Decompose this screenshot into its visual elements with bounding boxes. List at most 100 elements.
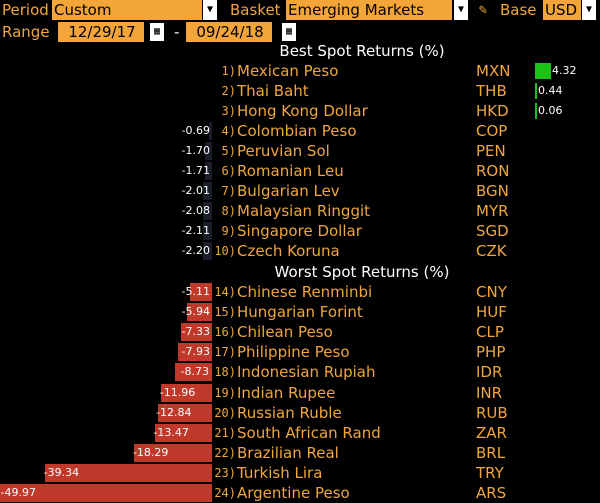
value-label: -13.47 xyxy=(153,425,189,439)
range-end-value: 09/24/18 xyxy=(196,23,264,41)
value-label: -5.11 xyxy=(181,285,210,298)
currency-code: CNY xyxy=(476,283,507,301)
chevron-down-icon[interactable]: ▼ xyxy=(582,0,596,20)
list-item-rub[interactable]: -12.84 20) Russian Ruble RUB xyxy=(0,403,600,423)
base-value: USD xyxy=(545,1,578,19)
chevron-down-icon[interactable]: ▼ xyxy=(203,0,217,20)
chevron-down-icon[interactable]: ▼ xyxy=(454,0,468,20)
rank-label: 1) xyxy=(221,64,236,78)
range-start-input[interactable]: 12/29/17 xyxy=(58,22,144,42)
range-end-input[interactable]: 09/24/18 xyxy=(186,22,272,42)
list-item-brl[interactable]: -18.29 22) Brazilian Real BRL xyxy=(0,443,600,463)
list-item-php[interactable]: -7.93 17) Philippine Peso PHP xyxy=(0,342,600,362)
bar-php xyxy=(178,343,212,362)
rank-label: 24) xyxy=(214,486,236,500)
basket-select[interactable]: Emerging Markets xyxy=(286,0,452,20)
bar-pen xyxy=(204,142,212,160)
bar-brl xyxy=(134,443,212,462)
rank-label: 21) xyxy=(214,425,236,440)
value-label: -49.97 xyxy=(0,486,36,499)
currency-name: Brazilian Real xyxy=(237,443,339,462)
currency-name: Turkish Lira xyxy=(237,463,323,482)
currency-code: RUB xyxy=(476,403,508,422)
bar-bgn xyxy=(203,182,212,200)
list-item-ron[interactable]: -1.71 6) Romanian Leu RON xyxy=(0,161,600,181)
list-item-ars[interactable]: -49.97 24) Argentine Peso ARS xyxy=(0,483,600,503)
currency-code: ZAR xyxy=(476,423,507,442)
list-item-clp[interactable]: -7.33 16) Chilean Peso CLP xyxy=(0,322,600,342)
currency-code: SGD xyxy=(476,222,509,240)
value-label: 0.44 xyxy=(538,84,563,97)
value-label: -12.84 xyxy=(156,405,192,419)
list-item-pen[interactable]: -1.70 5) Peruvian Sol PEN xyxy=(0,141,600,161)
list-item-zar[interactable]: -13.47 21) South African Rand ZAR xyxy=(0,423,600,443)
list-item-sgd[interactable]: -2.11 9) Singapore Dollar SGD xyxy=(0,221,600,241)
worst-returns-title: Worst Spot Returns (%) xyxy=(274,263,450,281)
currency-code: ARS xyxy=(476,484,507,502)
pencil-icon[interactable]: ✎ xyxy=(478,2,488,18)
currency-name: Indonesian Rupiah xyxy=(237,363,376,382)
rank-label: 8) xyxy=(221,204,236,218)
bar-clp xyxy=(180,323,212,342)
calendar-icon[interactable]: ▦ xyxy=(150,23,164,41)
bar-cop xyxy=(209,122,212,140)
currency-name: Argentine Peso xyxy=(237,484,350,502)
list-item-thb[interactable]: 0.44 2) Thai Baht THB xyxy=(0,81,600,101)
list-item-bgn[interactable]: -2.01 7) Bulgarian Lev BGN xyxy=(0,181,600,201)
list-item-inr[interactable]: -11.96 19) Indian Rupee INR xyxy=(0,383,600,403)
rank-label: 18) xyxy=(214,365,236,380)
currency-code: CLP xyxy=(476,323,504,342)
bar-ron xyxy=(204,162,212,180)
currency-code: PHP xyxy=(476,343,506,362)
rank-label: 19) xyxy=(214,385,236,400)
bar-huf xyxy=(186,303,212,322)
value-label: -0.69 xyxy=(181,124,210,137)
list-item-czk[interactable]: -2.20 10) Czech Koruna CZK xyxy=(0,241,600,261)
currency-code: HUF xyxy=(476,303,507,322)
list-item-cop[interactable]: -0.69 4) Colombian Peso COP xyxy=(0,121,600,141)
period-label: Period xyxy=(2,1,49,19)
value-label: -8.73 xyxy=(180,365,209,379)
currency-code: BRL xyxy=(476,443,506,462)
currency-name: Malaysian Ringgit xyxy=(237,202,371,220)
rank-label: 14) xyxy=(214,285,236,299)
currency-name: Indian Rupee xyxy=(237,383,336,402)
currency-name: Peruvian Sol xyxy=(237,142,330,160)
currency-name: Czech Koruna xyxy=(237,242,340,260)
toolbar-top: Period Custom ▼ Basket Emerging Markets … xyxy=(0,0,600,20)
value-label: -18.29 xyxy=(132,445,169,459)
list-item-myr[interactable]: -2.08 8) Malaysian Ringgit MYR xyxy=(0,201,600,221)
list-item-mxn[interactable]: 4.32 1) Mexican Peso MXN xyxy=(0,61,600,81)
currency-name: Singapore Dollar xyxy=(237,222,362,240)
list-item-hkd[interactable]: 0.06 3) Hong Kong Dollar HKD xyxy=(0,101,600,121)
rank-label: 4) xyxy=(221,124,236,138)
currency-code: PEN xyxy=(476,142,506,160)
currency-code: MXN xyxy=(476,62,511,80)
currency-name: Colombian Peso xyxy=(237,122,357,140)
list-item-idr[interactable]: -8.73 18) Indonesian Rupiah IDR xyxy=(0,362,600,382)
value-label: -11.96 xyxy=(159,385,196,399)
bar-ars xyxy=(0,484,212,502)
basket-value: Emerging Markets xyxy=(288,1,425,19)
value-label: 4.32 xyxy=(552,64,577,77)
range-label: Range xyxy=(2,23,50,41)
base-select[interactable]: USD xyxy=(543,0,581,20)
rank-label: 16) xyxy=(214,325,236,340)
value-label: -2.08 xyxy=(181,204,210,217)
rank-label: 2) xyxy=(221,84,236,98)
rank-label: 20) xyxy=(214,405,236,420)
basket-label: Basket xyxy=(230,1,281,19)
bar-thb xyxy=(535,83,537,99)
currency-code: HKD xyxy=(476,102,509,120)
list-item-cny[interactable]: -5.11 14) Chinese Renminbi CNY xyxy=(0,282,600,302)
bar-rub xyxy=(157,403,212,422)
list-item-try[interactable]: -39.34 23) Turkish Lira TRY xyxy=(0,463,600,483)
range-separator: - xyxy=(174,23,180,41)
calendar-icon[interactable]: ▦ xyxy=(282,23,296,41)
currency-name: Russian Ruble xyxy=(237,403,342,422)
period-select[interactable]: Custom xyxy=(52,0,202,20)
value-label: -5.94 xyxy=(181,305,210,319)
currency-name: Hong Kong Dollar xyxy=(237,102,368,120)
toolbar-range: Range 12/29/17 ▦ - 09/24/18 ▦ xyxy=(0,22,600,42)
list-item-huf[interactable]: -5.94 15) Hungarian Forint HUF xyxy=(0,302,600,322)
